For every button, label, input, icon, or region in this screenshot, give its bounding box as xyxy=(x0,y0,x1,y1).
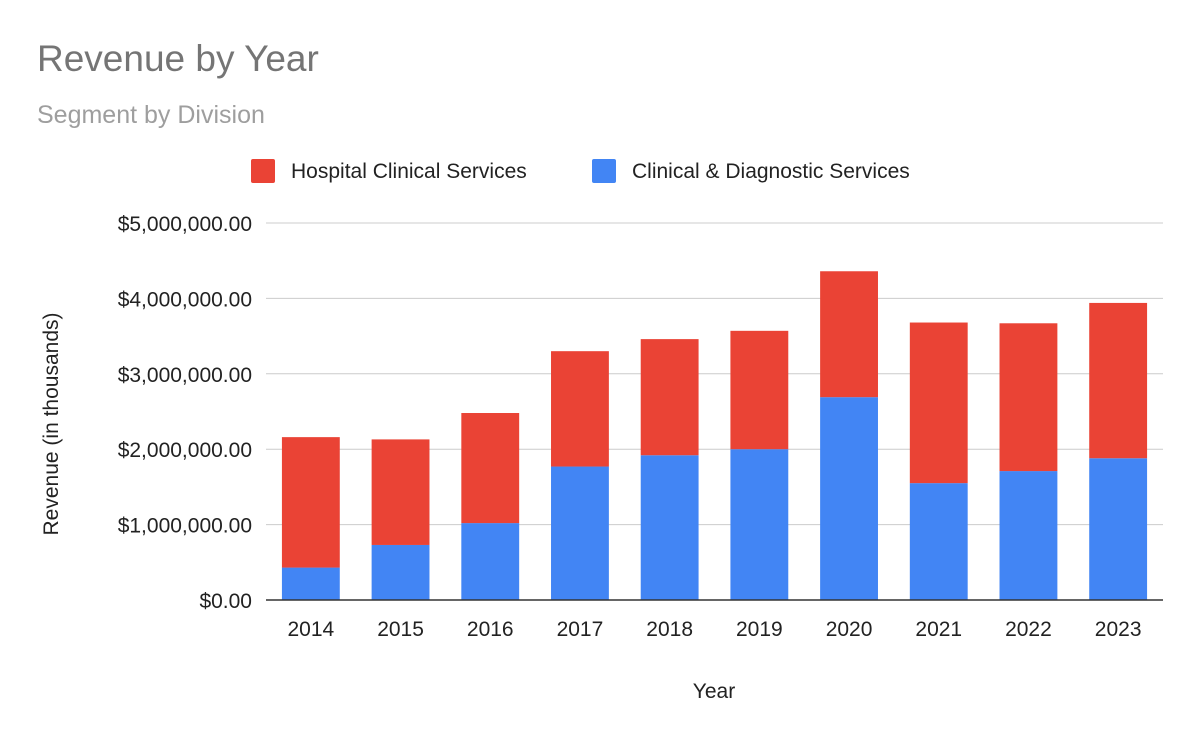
x-axis-ticks: 2014 2015 2016 2017 2018 2019 2020 2021 2022 2023 xyxy=(287,618,1141,641)
bar-clinical-diagnostic-2018 xyxy=(640,455,699,600)
bar-clinical-diagnostic-2015 xyxy=(371,544,430,600)
bar-clinical-diagnostic-2017 xyxy=(551,466,609,600)
bars xyxy=(281,271,1148,600)
x-axis-title: Year xyxy=(693,680,735,703)
legend-swatch xyxy=(251,159,275,183)
bar-clinical-diagnostic-2021 xyxy=(909,483,968,600)
x-tick-label: 2016 xyxy=(467,618,514,641)
chart-subtitle: Segment by Division xyxy=(37,101,265,129)
x-tick-label: 2015 xyxy=(377,618,424,641)
y-axis-ticks: $0.00 $1,000,000.00 $2,000,000.00 $3,000,00… xyxy=(118,213,252,613)
y-tick-label: $2,000,000.00 xyxy=(118,439,252,462)
bar-hospital-clinical-2023 xyxy=(1089,302,1148,459)
bar-clinical-diagnostic-2019 xyxy=(730,449,789,600)
bar-hospital-clinical-2014 xyxy=(281,437,340,568)
y-tick-label: $1,000,000.00 xyxy=(118,515,252,538)
x-tick-label: 2023 xyxy=(1095,618,1142,641)
legend: Hospital Clinical Services Clinical & Dia… xyxy=(251,159,910,183)
bar-hospital-clinical-2015 xyxy=(371,439,430,545)
bar-clinical-diagnostic-2014 xyxy=(281,567,340,600)
x-tick-label: 2014 xyxy=(287,618,334,641)
bar-hospital-clinical-2020 xyxy=(820,271,878,398)
x-tick-label: 2019 xyxy=(736,618,783,641)
x-tick-label: 2018 xyxy=(646,618,693,641)
x-tick-label: 2017 xyxy=(557,618,604,641)
y-tick-label: $0.00 xyxy=(199,590,252,613)
bar-hospital-clinical-2019 xyxy=(730,330,789,450)
bar-hospital-clinical-2018 xyxy=(640,339,699,456)
legend-label: Hospital Clinical Services xyxy=(291,160,527,183)
chart-title: Revenue by Year xyxy=(37,38,319,79)
y-axis-title: Revenue (in thousands) xyxy=(40,313,63,536)
bar-clinical-diagnostic-2022 xyxy=(999,471,1058,600)
bar-clinical-diagnostic-2023 xyxy=(1089,458,1148,600)
x-tick-label: 2021 xyxy=(915,618,962,641)
legend-label: Clinical & Diagnostic Services xyxy=(632,160,910,183)
bar-hospital-clinical-2017 xyxy=(551,351,609,467)
bar-hospital-clinical-2022 xyxy=(999,323,1058,472)
bar-clinical-diagnostic-2016 xyxy=(461,523,520,600)
y-tick-label: $3,000,000.00 xyxy=(118,364,252,387)
bar-hospital-clinical-2021 xyxy=(909,322,968,484)
legend-swatch xyxy=(592,159,616,183)
x-tick-label: 2022 xyxy=(1005,618,1052,641)
y-tick-label: $5,000,000.00 xyxy=(118,213,252,236)
bar-clinical-diagnostic-2020 xyxy=(820,397,878,600)
x-tick-label: 2020 xyxy=(826,618,873,641)
bar-hospital-clinical-2016 xyxy=(461,413,520,524)
y-tick-label: $4,000,000.00 xyxy=(118,288,252,311)
